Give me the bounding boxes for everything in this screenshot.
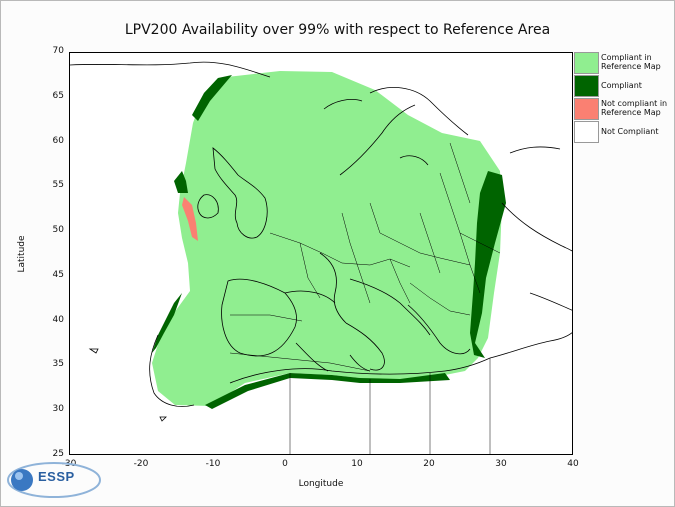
essp-logo-text: ESSP: [38, 469, 75, 484]
map-plot-area: [69, 52, 573, 455]
compliant-strip-east: [470, 171, 506, 365]
y-tick-70: 70: [52, 46, 64, 56]
compliant-strip-northwest: [192, 75, 232, 121]
x-axis-label: Longitude: [298, 479, 344, 489]
legend-swatch-white: [574, 121, 599, 143]
y-axis-label: Latitude: [17, 235, 27, 273]
compliant-strip-west: [174, 171, 188, 193]
service-area-light-green: [152, 71, 502, 406]
legend: Compliant in Reference Map Compliant Not…: [574, 52, 667, 144]
y-tick-45: 45: [52, 270, 64, 280]
legend-label: Not Compliant: [601, 127, 659, 136]
map-title: LPV200 Availability over 99% with respec…: [124, 22, 551, 38]
legend-item-compliant-reference: Compliant in Reference Map: [574, 52, 666, 75]
x-tick-10: 10: [351, 459, 363, 469]
x-tick-40: 40: [567, 459, 579, 469]
legend-swatch-dark-green: [574, 75, 599, 97]
legend-item-not-compliant: Not Compliant: [574, 121, 666, 144]
x-tick-0: 0: [282, 459, 288, 469]
essp-logo: [7, 462, 101, 498]
legend-swatch-salmon: [574, 98, 599, 120]
coastlines: [70, 61, 572, 422]
y-tick-60: 60: [52, 136, 64, 146]
noncompliant-strip-west: [182, 197, 198, 241]
y-tick-55: 55: [52, 180, 64, 190]
y-tick-40: 40: [52, 315, 64, 325]
legend-item-not-compliant-reference: Not compliant in Reference Map: [574, 98, 667, 121]
legend-item-compliant: Compliant: [574, 75, 666, 98]
country-borders: [229, 142, 501, 454]
compliant-strip-southwest: [152, 293, 182, 353]
legend-label: Not compliant in Reference Map: [601, 99, 668, 117]
x-tick-minus10: -10: [205, 459, 221, 469]
legend-label: Compliant in Reference Map: [601, 53, 661, 71]
x-tick-minus20: -20: [133, 459, 149, 469]
x-tick-20: 20: [423, 459, 435, 469]
y-tick-50: 50: [52, 225, 64, 235]
legend-swatch-light-green: [574, 52, 599, 74]
y-tick-30: 30: [52, 404, 64, 414]
y-tick-65: 65: [52, 91, 64, 101]
y-tick-25: 25: [52, 449, 64, 459]
y-tick-35: 35: [52, 359, 64, 369]
map-svg: [70, 61, 572, 454]
x-tick-30: 30: [495, 459, 507, 469]
legend-label: Compliant: [601, 81, 642, 90]
compliant-strip-south: [205, 373, 450, 409]
